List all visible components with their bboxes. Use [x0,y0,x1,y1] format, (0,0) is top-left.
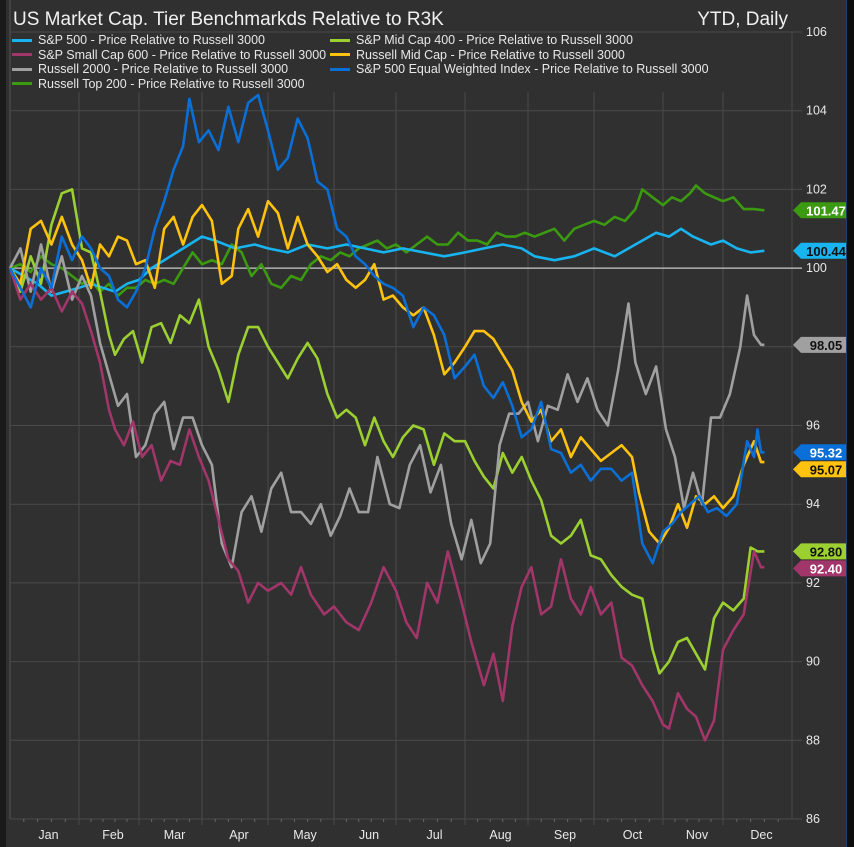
legend-swatch [330,53,350,57]
x-tick-label: Mar [164,828,186,842]
last-value-labels: 101.47 100.44 98.05 95.32 95.07 92.80 92.40 [793,202,851,577]
legend-item: Russell Top 200 - Price Relative to Russ… [12,77,305,92]
last-value-text: 92.80 [810,544,843,559]
x-tick-label: Jun [359,828,379,842]
x-tick-label: Dec [750,828,772,842]
series-line-3 [9,184,765,297]
y-tick-label: 100 [806,261,827,275]
last-value-text: 95.07 [810,462,843,477]
legend-item: S&P Mid Cap 400 - Price Relative to Russ… [330,33,633,48]
y-tick-label: 92 [806,576,820,590]
last-value-tag [793,543,851,560]
legend-label: Russell Top 200 - Price Relative to Russ… [38,76,305,91]
x-tick-label: Feb [102,828,124,842]
series-line-2 [8,243,765,569]
y-tick-label: 104 [806,104,827,118]
legend-swatch [12,82,32,86]
series-line-0 [9,227,765,297]
chart-title: US Market Cap. Tier Benchmarkds Relative… [13,9,444,30]
y-tick-label: 96 [806,419,820,433]
series-line-1 [8,267,765,742]
legend-item: Russell 2000 - Price Relative to Russell… [12,62,288,77]
legend-label: S&P 500 - Price Relative to Russell 3000 [38,33,265,47]
last-value-tag [793,336,851,353]
last-value-text: 100.44 [806,244,847,259]
x-tick-label: Nov [686,828,709,842]
chart-subtitle: YTD, Daily [697,9,788,30]
y-tick-label: 106 [806,25,827,39]
legend-swatch [12,53,32,57]
series-line-6 [8,93,765,565]
legend-swatch [12,67,32,71]
legend-item: S&P Small Cap 600 - Price Relative to Ru… [12,48,326,63]
last-value-text: 98.05 [810,338,843,353]
x-tick-label: Aug [489,828,511,842]
legend-swatch [330,38,350,42]
grid [9,0,802,825]
legend-item: S&P 500 Equal Weighted Index - Price Rel… [330,62,709,77]
legend-item: S&P 500 - Price Relative to Russell 3000 [12,33,265,48]
series-lines [8,93,765,742]
x-tick-label: Apr [229,828,248,842]
last-value-tag [793,461,851,478]
legend-label: Russell 2000 - Price Relative to Russell… [38,62,289,76]
y-tick-label: 86 [806,812,820,826]
last-value-tag [793,560,851,577]
y-tick-label: 102 [806,182,827,196]
y-tick-label: 88 [806,733,820,747]
last-value-text: 92.40 [810,561,843,576]
x-tick-label: Jul [427,828,443,842]
legend-label: S&P Mid Cap 400 - Price Relative to Russ… [356,33,633,47]
last-value-text: 101.47 [806,203,846,218]
series-line-4 [8,188,765,675]
x-tick-label: Oct [623,828,643,842]
series-line-5 [8,199,765,545]
legend-label: S&P Small Cap 600 - Price Relative to Ru… [38,47,327,62]
x-tick-label: May [293,828,317,842]
legend-swatch [12,38,32,42]
last-value-tag [793,202,851,219]
last-value-tag [793,444,851,461]
y-tick-label: 94 [806,497,820,511]
x-tick-label: Jan [38,828,58,842]
legend-label: S&P 500 Equal Weighted Index - Price Rel… [356,62,709,76]
legend-swatch [330,67,350,71]
axes: 86889092949698100102104106JanFebMarAprMa… [23,25,827,842]
y-tick-label: 90 [806,655,820,669]
legend-item: Russell Mid Cap - Price Relative to Russ… [330,48,625,63]
x-tick-label: Sep [554,828,576,842]
last-value-text: 95.32 [810,445,843,460]
legend-label: Russell Mid Cap - Price Relative to Russ… [356,47,625,62]
last-value-tag [793,242,851,259]
